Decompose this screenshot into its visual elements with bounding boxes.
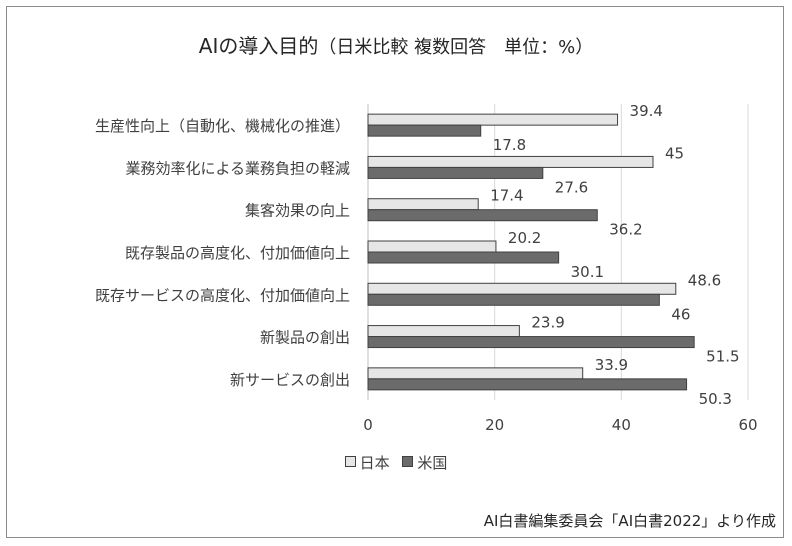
data-label-japan: 45 — [665, 144, 684, 162]
category-label: 新製品の創出 — [260, 329, 350, 347]
category-label: 集客効果の向上 — [245, 202, 350, 220]
data-label-usa: 46 — [671, 305, 690, 323]
bar-usa — [367, 209, 598, 222]
bar-usa — [367, 293, 660, 306]
bar-japan — [367, 367, 584, 380]
bar-usa — [367, 251, 560, 264]
data-label-usa: 36.2 — [609, 221, 642, 239]
data-label-japan: 48.6 — [688, 271, 721, 289]
bar-japan — [367, 325, 520, 338]
data-label-usa: 17.8 — [493, 136, 526, 154]
legend-label-japan: 日本 — [359, 454, 390, 472]
x-tick-label: 60 — [738, 416, 757, 434]
legend-swatch-usa — [402, 456, 414, 467]
bar-usa — [367, 378, 688, 391]
bar-japan — [367, 113, 619, 126]
category-label: 既存サービスの高度化、付加価値向上 — [95, 286, 350, 304]
category-label: 既存製品の高度化、付加価値向上 — [125, 244, 350, 262]
x-tick-label: 0 — [363, 416, 373, 434]
chart-title: AIの導入目的（日米比較 複数回答 単位：%） — [0, 30, 792, 59]
data-label-japan: 23.9 — [531, 314, 564, 332]
data-label-japan: 17.4 — [490, 187, 523, 205]
data-label-japan: 20.2 — [508, 229, 541, 247]
bar-usa — [367, 166, 544, 179]
bar-japan — [367, 155, 654, 168]
legend-swatch-japan — [344, 456, 356, 467]
source-note: AI白書編集委員会「AI白書2022」より作成 — [483, 512, 776, 530]
x-tick-label: 20 — [485, 416, 504, 434]
chart-frame — [6, 6, 784, 538]
data-label-usa: 30.1 — [571, 263, 604, 281]
bar-japan — [367, 282, 677, 295]
category-label: 生産性向上（自動化、機械化の推進） — [95, 117, 350, 135]
bar-japan — [367, 240, 497, 253]
category-label: 新サービスの創出 — [230, 371, 350, 389]
x-tick-label: 40 — [612, 416, 631, 434]
data-label-japan: 33.9 — [595, 356, 628, 374]
category-label: 業務効率化による業務負担の軽減 — [125, 159, 350, 177]
chart-title-main: AIの導入目的 — [198, 34, 319, 58]
data-label-usa: 50.3 — [699, 390, 732, 408]
bar-japan — [367, 198, 479, 211]
chart-subtitle: （日米比較 複数回答 単位：%） — [318, 37, 594, 58]
bar-usa — [367, 124, 482, 137]
data-label-usa: 27.6 — [555, 178, 588, 196]
legend-label-usa: 米国 — [417, 454, 448, 472]
legend: 日本 米国 — [0, 452, 792, 473]
legend-item-japan: 日本 — [344, 452, 390, 473]
data-label-japan: 39.4 — [630, 102, 663, 120]
bar-usa — [367, 336, 695, 349]
legend-item-usa: 米国 — [402, 452, 447, 473]
data-label-usa: 51.5 — [706, 348, 739, 366]
